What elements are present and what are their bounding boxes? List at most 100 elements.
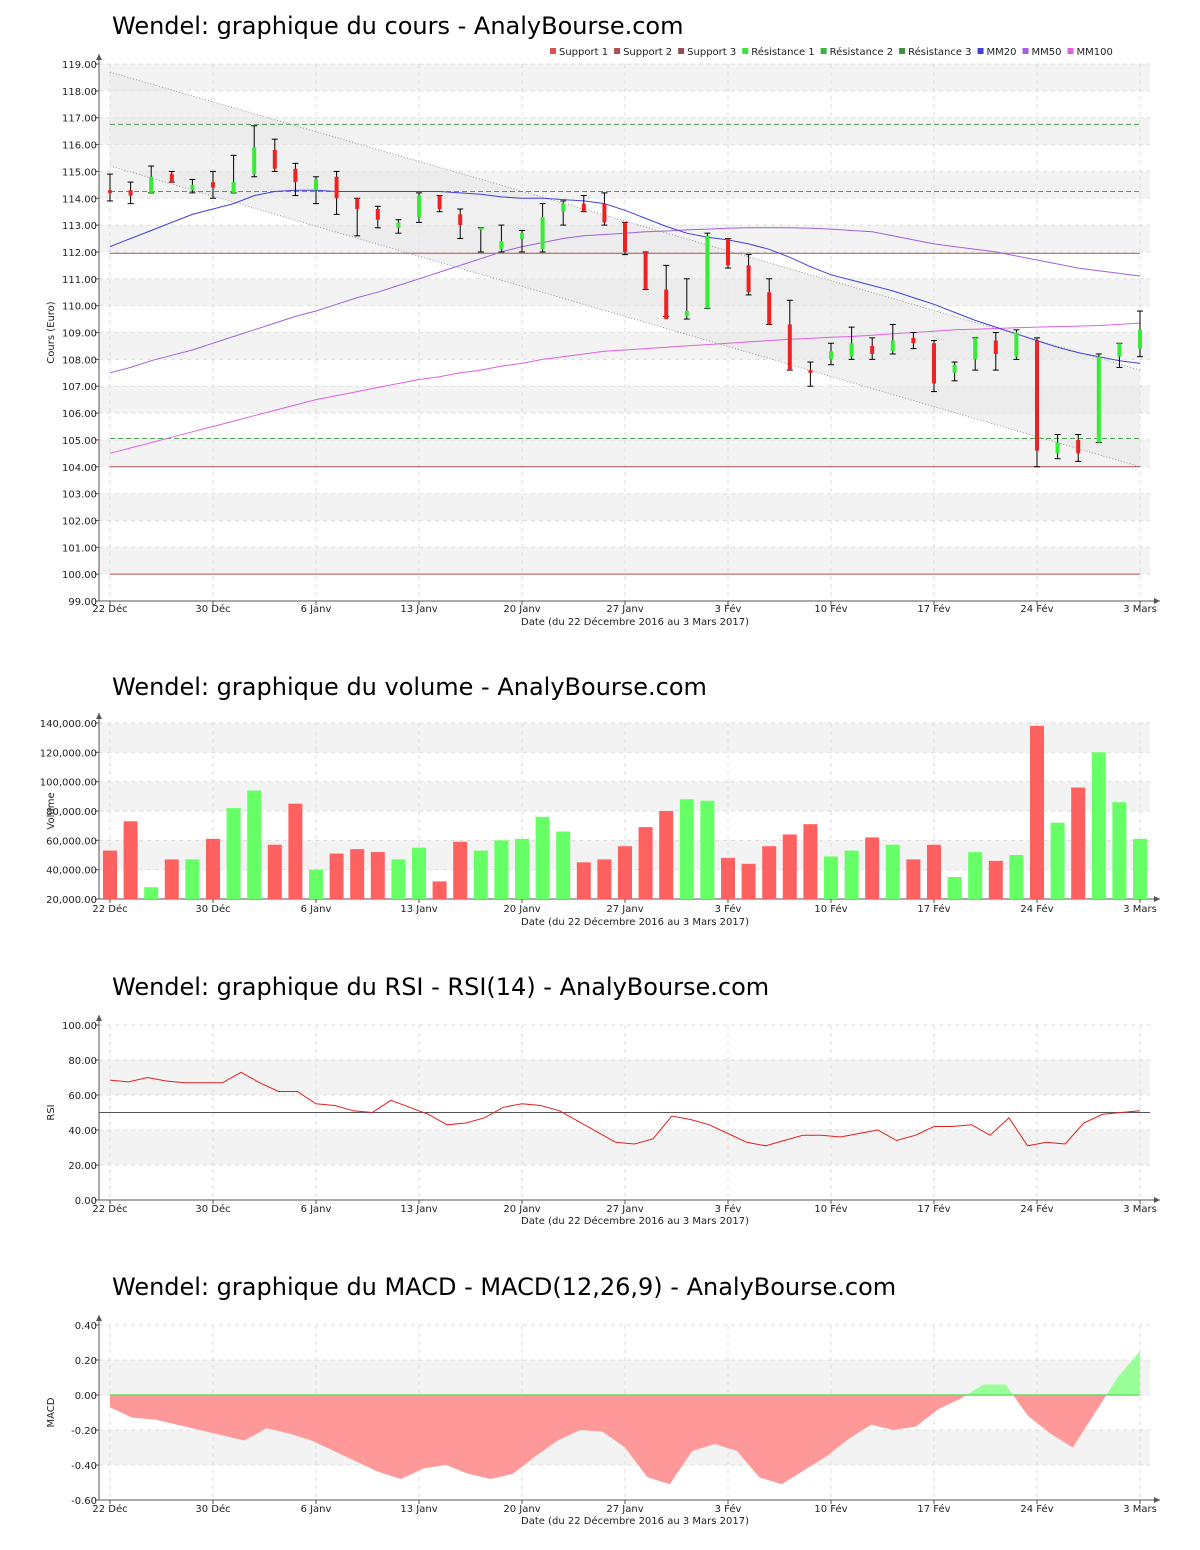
volume-bar [782, 834, 797, 899]
volume-bar [638, 827, 653, 899]
y-axis-arrow [96, 1015, 102, 1021]
mm100-line [109, 322, 1141, 454]
x-tick-label: 30 Déc [195, 603, 230, 615]
trend-channel [110, 72, 1140, 467]
volume-bar [556, 831, 571, 899]
candle-body [643, 251, 648, 290]
x-tick-label: 27 Janv [606, 604, 643, 615]
chart-panel-macd: Wendel: graphique du MACD - MACD(12,26,9… [46, 1273, 1160, 1527]
x-tick-label: 3 Mars [1123, 1504, 1157, 1515]
x-tick-label: 24 Fév [1020, 603, 1053, 615]
legend-swatch [977, 48, 984, 54]
volume-bar [927, 844, 941, 899]
volume-bar [1112, 802, 1127, 899]
y-axis-label: MACD [46, 1397, 57, 1427]
candle-body [108, 190, 112, 193]
volume-bar [968, 852, 983, 899]
volume-bar [576, 862, 591, 899]
y-axis-label: Volume [46, 792, 57, 829]
x-tick-label: 22 Déc [92, 1203, 127, 1215]
x-tick-label: 10 Fév [814, 903, 847, 915]
volume-bar [988, 860, 1003, 899]
x-axis-arrow [1154, 1497, 1160, 1503]
chart-title: Wendel: graphique du volume - AnalyBours… [112, 673, 707, 701]
volume-bar [432, 881, 447, 899]
legend-swatch [614, 48, 621, 54]
y-tick-label: -0.60 [71, 1496, 97, 1507]
y-tick-label: 99.00 [68, 597, 97, 608]
volume-bar [721, 857, 735, 899]
candle-body [1035, 340, 1039, 451]
volume-bar [1030, 725, 1044, 899]
candle-body [1076, 439, 1081, 454]
x-tick-label: 3 Fév [715, 1503, 742, 1515]
y-tick-label: 119.00 [62, 60, 97, 71]
y-tick-label: 100,000.00 [40, 778, 97, 789]
y-tick-label: 105.00 [62, 436, 97, 447]
y-tick-label: 0.20 [75, 1356, 97, 1367]
x-tick-label: 24 Fév [1020, 1503, 1053, 1515]
candle-body [993, 340, 998, 354]
legend-swatch [1022, 48, 1029, 54]
grid-band [99, 64, 1150, 91]
x-tick-label: 22 Déc [92, 1503, 127, 1515]
y-tick-label: 100.00 [62, 570, 97, 581]
x-tick-label: 20 Janv [503, 1504, 540, 1515]
legend-swatch [678, 48, 685, 54]
x-tick-label: 6 Janv [301, 1504, 332, 1515]
x-tick-label: 24 Fév [1020, 903, 1053, 915]
x-tick-label: 27 Janv [606, 1204, 643, 1215]
volume-bar [247, 790, 262, 899]
candle-body [746, 265, 751, 293]
x-tick-label: 27 Janv [606, 904, 643, 915]
candle-body [1096, 356, 1101, 443]
y-tick-label: 40.00 [68, 1126, 97, 1137]
candle-body [870, 345, 875, 354]
candle-body [684, 311, 689, 317]
candle-body [478, 227, 483, 230]
x-axis-label: Date (du 22 Décembre 2016 au 3 Mars 2017… [521, 1215, 749, 1227]
candle-body [149, 176, 154, 193]
chart-panel-price: Wendel: graphique du cours - AnalyBourse… [46, 12, 1160, 628]
candle-body [664, 289, 669, 320]
y-axis-label: RSI [46, 1104, 57, 1120]
x-tick-label: 10 Fév [814, 1503, 847, 1515]
legend-label: Résistance 2 [830, 46, 893, 58]
y-tick-label: 80.00 [68, 1056, 97, 1067]
volume-bar [762, 846, 777, 899]
y-tick-label: 60,000.00 [46, 836, 97, 847]
candle-body [190, 184, 195, 191]
legend-swatch [550, 48, 556, 54]
volume-bar [412, 847, 426, 899]
y-axis-arrow [96, 54, 102, 60]
y-tick-label: 116.00 [62, 141, 97, 152]
candle-body [973, 337, 978, 360]
volume-bar [350, 849, 365, 899]
candle-body [169, 174, 174, 183]
x-tick-label: 30 Déc [195, 1203, 230, 1215]
x-tick-label: 24 Fév [1020, 1203, 1053, 1215]
y-tick-label: 104.00 [62, 463, 97, 474]
x-axis-arrow [1154, 598, 1160, 604]
y-tick-label: 103.00 [62, 490, 97, 501]
candle-body [231, 182, 236, 193]
x-tick-label: 13 Janv [400, 1204, 437, 1215]
x-tick-label: 17 Fév [917, 1503, 950, 1515]
legend-label: Support 2 [623, 47, 672, 58]
volume-bar [473, 850, 488, 899]
candle-body [890, 340, 895, 352]
candle-body [211, 182, 215, 188]
volume-bar [741, 863, 756, 899]
x-tick-label: 30 Déc [195, 1503, 230, 1515]
volume-bar [1091, 752, 1106, 899]
chart-panel-rsi: Wendel: graphique du RSI - RSI(14) - Ana… [46, 973, 1160, 1227]
x-tick-label: 13 Janv [400, 604, 437, 615]
y-tick-label: 107.00 [62, 382, 97, 393]
y-axis-arrow [96, 1315, 102, 1321]
chart-panel-volume: Wendel: graphique du volume - AnalyBours… [40, 673, 1160, 928]
y-tick-label: 114.00 [62, 194, 97, 205]
candle-body [726, 238, 730, 266]
x-axis-label: Date (du 22 Décembre 2016 au 3 Mars 2017… [521, 916, 749, 928]
volume-bar [844, 850, 859, 899]
y-axis-label: Cours (Euro) [46, 301, 57, 364]
